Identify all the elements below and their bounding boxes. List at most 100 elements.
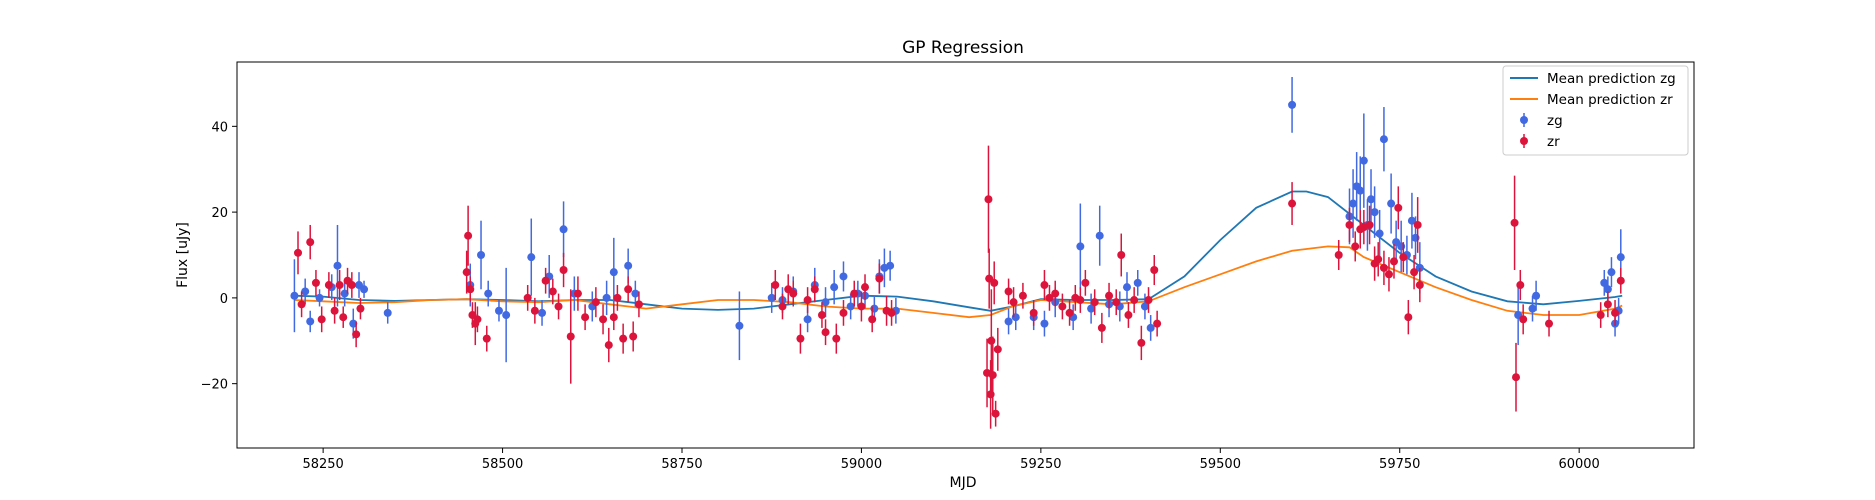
data-point-zg [1367, 195, 1376, 204]
data-point-zr [778, 302, 787, 311]
data-point-zg [502, 311, 511, 320]
data-point-zr [1345, 220, 1354, 229]
data-point-zg [803, 315, 812, 324]
legend-label-line-zr: Mean prediction zr [1547, 92, 1673, 108]
data-point-zr [1144, 296, 1153, 305]
data-point-zr [771, 281, 780, 290]
data-point-zr [1081, 278, 1090, 287]
data-point-zg [1146, 323, 1155, 332]
x-tick-label: 59750 [1379, 457, 1420, 472]
data-point-zr [1040, 281, 1049, 290]
y-tick-label: 40 [211, 120, 228, 135]
data-point-zr [1399, 253, 1408, 262]
data-point-zr [1415, 281, 1424, 290]
data-point-zg [1095, 231, 1104, 240]
legend-marker-zg [1520, 116, 1528, 124]
data-point-zg [602, 293, 611, 302]
data-point-zr [1150, 266, 1159, 275]
data-point-zr [306, 238, 315, 247]
data-point-zr [1105, 291, 1114, 300]
data-point-zr [832, 334, 841, 343]
data-point-zr [984, 195, 993, 204]
data-layer [290, 77, 1625, 429]
data-point-zg [1140, 302, 1149, 311]
data-point-zg [360, 285, 369, 294]
x-tick-label: 59000 [841, 457, 882, 472]
data-point-zr [1112, 298, 1121, 307]
data-point-zr [541, 276, 550, 285]
data-point-zr [1510, 218, 1519, 227]
data-point-zr [1413, 220, 1422, 229]
data-point-zr [335, 281, 344, 290]
data-point-zr [861, 283, 870, 292]
data-point-zr [1365, 220, 1374, 229]
data-point-zr [634, 300, 643, 309]
data-point-zg [1349, 199, 1358, 208]
data-point-zr [1097, 323, 1106, 332]
data-point-zr [1065, 308, 1074, 317]
data-point-zg [477, 251, 486, 259]
data-point-zr [1076, 296, 1085, 305]
data-point-zr [1603, 300, 1612, 309]
data-point-zr [1018, 291, 1027, 300]
data-point-zg [767, 293, 776, 302]
plot-frame [236, 61, 1695, 449]
data-point-zg [301, 287, 310, 296]
data-point-zr [821, 328, 830, 337]
data-point-zg [839, 272, 848, 281]
data-point-zg [349, 319, 358, 328]
legend-marker-zr [1520, 137, 1528, 145]
data-point-zr [1153, 319, 1162, 328]
data-point-zr [294, 248, 303, 257]
data-point-zr [1384, 270, 1393, 279]
data-point-zr [1124, 311, 1133, 320]
data-point-zg [1375, 229, 1384, 238]
data-point-zg [315, 293, 324, 302]
data-point-zr [1058, 302, 1067, 311]
data-point-zg [830, 283, 839, 292]
data-point-zg [527, 253, 536, 262]
x-tick-label: 58750 [661, 457, 702, 472]
data-point-zr [796, 334, 805, 343]
data-point-zr [1137, 338, 1146, 347]
data-point-zr [839, 308, 848, 317]
data-point-zr [554, 302, 563, 311]
data-point-zr [356, 304, 365, 313]
data-point-zg [290, 291, 299, 300]
data-point-zr [1090, 298, 1099, 307]
data-point-zr [548, 287, 557, 296]
data-point-zr [566, 332, 575, 341]
data-point-zg [1600, 278, 1609, 287]
data-point-zr [330, 306, 339, 315]
data-point-zg [494, 306, 503, 315]
data-point-zr [1596, 311, 1605, 320]
x-axis-label: MJD [950, 475, 977, 491]
data-point-zr [993, 345, 1002, 354]
data-point-zr [1545, 319, 1554, 328]
data-point-zg [886, 261, 895, 270]
data-point-zr [789, 289, 798, 298]
data-point-zr [1051, 289, 1060, 298]
series-zr [294, 145, 1625, 429]
data-point-zr [311, 278, 320, 287]
legend-label-zr: zr [1547, 134, 1560, 150]
data-point-zr [1404, 313, 1413, 322]
legend-label-line-zg: Mean prediction zg [1547, 71, 1676, 87]
data-point-zg [1387, 199, 1396, 208]
data-point-zr [868, 315, 877, 324]
data-point-zr [1616, 276, 1625, 285]
data-point-zg [1370, 208, 1379, 217]
data-point-zr [1288, 199, 1297, 208]
data-point-zr [850, 289, 859, 298]
data-point-zg [1532, 291, 1541, 300]
data-point-zr [1374, 255, 1383, 264]
y-tick-label: 0 [220, 292, 228, 307]
data-point-zr [619, 334, 628, 343]
data-point-zr [1516, 281, 1525, 290]
data-point-zg [631, 289, 640, 298]
data-point-zr [624, 285, 633, 294]
data-point-zg [1407, 216, 1416, 225]
data-point-zr [857, 302, 866, 311]
data-point-zg [609, 268, 618, 277]
